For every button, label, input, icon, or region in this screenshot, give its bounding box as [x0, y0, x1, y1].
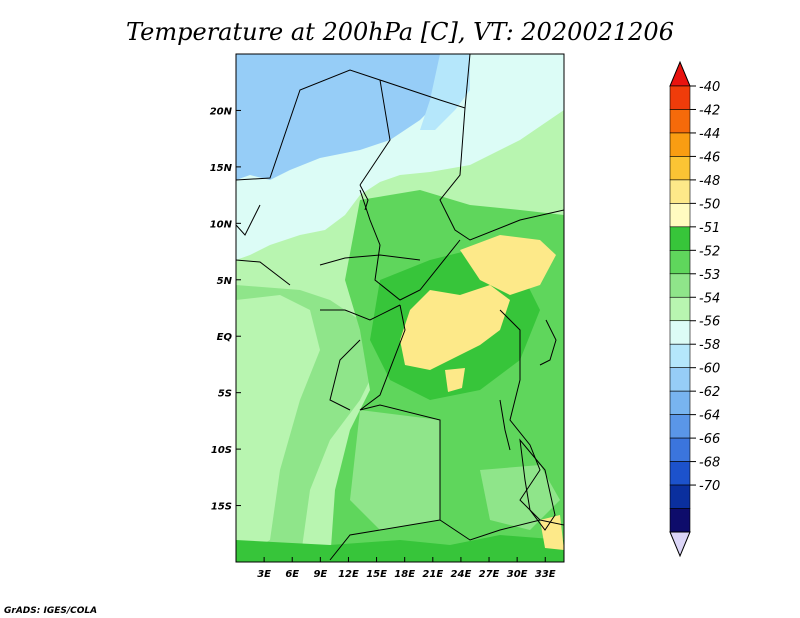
lon-tick-label: 3E	[257, 569, 271, 580]
lat-tick-label: 5S	[218, 389, 232, 400]
chart-title: Temperature at 200hPa [C], VT: 202002120…	[126, 18, 674, 46]
lat-tick-label: EQ	[217, 332, 233, 343]
colorbar-swatch	[669, 390, 691, 415]
colorbar-tick-label: -44	[699, 127, 720, 142]
colorbar: -40 -42 -44 -46 -48 -50 -51 -52 -53 -54 -56 -58 -60 -…	[669, 60, 720, 558]
colorbar-tick-label: -64	[699, 409, 720, 424]
lat-tick-label: 5N	[217, 276, 233, 287]
lat-tick-label: 20N	[210, 106, 233, 117]
colorbar-swatch	[669, 85, 691, 110]
colorbar-bottom-triangle	[669, 531, 691, 558]
colorbar-tick-label: -50	[699, 197, 720, 212]
lat-tick-label: 15S	[211, 502, 232, 513]
colorbar-tick-label: -52	[699, 244, 720, 259]
colorbar-swatch	[669, 203, 691, 228]
colorbar-swatch	[669, 296, 691, 322]
colorbar-tick-label: -66	[699, 432, 720, 447]
map-frame	[235, 53, 565, 563]
colorbar-tick-label: -46	[699, 150, 720, 165]
longitude-axis: 3E 6E 9E 12E 15E 18E 21E 24E 27E 30E 33E	[257, 557, 556, 580]
lat-tick-label: 10S	[211, 445, 232, 456]
colorbar-swatch	[669, 461, 691, 486]
lon-tick-label: 12E	[338, 569, 359, 580]
temperature-field	[236, 54, 564, 562]
field-yellow-northeast	[460, 235, 556, 295]
lon-tick-label: 27E	[479, 569, 500, 580]
colorbar-swatch	[669, 109, 691, 134]
colorbar-swatch	[669, 484, 691, 509]
lon-tick-label: 33E	[535, 569, 556, 580]
colorbar-swatch	[669, 156, 691, 181]
colorbar-tick-label: -53	[699, 268, 720, 283]
colorbar-top-triangle	[669, 60, 691, 87]
colorbar-tick-label: -60	[699, 362, 720, 377]
colorbar-swatch	[669, 179, 691, 204]
colorbar-swatch	[669, 226, 691, 251]
lon-tick-label: 21E	[422, 569, 443, 580]
lon-tick-label: 6E	[285, 569, 299, 580]
lon-tick-label: 24E	[451, 569, 472, 580]
colorbar-tick-label: -54	[699, 291, 720, 306]
colorbar-swatch	[669, 343, 691, 368]
field-yellow-spot	[445, 368, 465, 392]
lon-tick-label: 15E	[366, 569, 387, 580]
lon-tick-label: 30E	[507, 569, 528, 580]
colorbar-tick-label: -62	[699, 385, 720, 400]
colorbar-swatch	[669, 414, 691, 439]
field-pale-west	[236, 295, 320, 560]
field-darkgreen-south	[236, 535, 564, 562]
colorbar-tick-label: -68	[699, 456, 720, 471]
colorbar-tick-label: -56	[699, 315, 720, 330]
colorbar-swatch	[669, 508, 691, 533]
lat-tick-label: 10N	[210, 219, 233, 230]
colorbar-swatch	[669, 437, 691, 462]
field-yellow-core	[400, 285, 510, 370]
colorbar-tick-label: -48	[699, 174, 720, 189]
latitude-axis: 20N 15N 10N 5N EQ 5S 10S 15S	[210, 106, 241, 513]
colorbar-swatch	[669, 250, 691, 275]
lon-tick-label: 9E	[313, 569, 327, 580]
field-lightblue-north	[420, 54, 470, 130]
colorbar-tick-label: -70	[699, 479, 720, 494]
colorbar-tick-label: -51	[699, 221, 720, 236]
credit-label: GrADS: IGES/COLA	[4, 606, 97, 616]
field-green-southeast	[480, 465, 560, 530]
lat-tick-label: 15N	[210, 163, 233, 174]
colorbar-swatch	[669, 273, 691, 298]
colorbar-tick-label: -58	[699, 338, 720, 353]
lon-tick-label: 18E	[394, 569, 415, 580]
political-boundaries	[236, 54, 564, 561]
field-green-south	[350, 410, 440, 530]
colorbar-swatch	[669, 132, 691, 157]
colorbar-tick-label: -40	[699, 80, 720, 95]
colorbar-swatch	[669, 367, 691, 392]
colorbar-swatch	[669, 320, 691, 345]
colorbar-tick-label: -42	[699, 103, 720, 118]
